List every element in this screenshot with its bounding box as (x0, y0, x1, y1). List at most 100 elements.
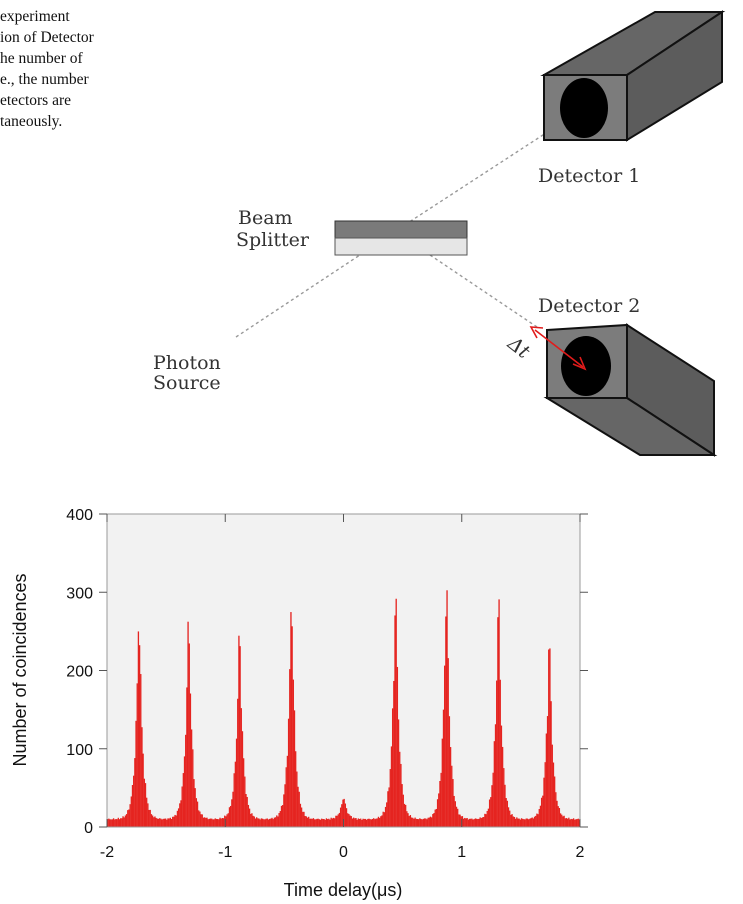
histogram-bar (435, 808, 438, 827)
histogram-bar (358, 818, 361, 827)
histogram-bar (432, 814, 434, 827)
histogram-bar (155, 817, 157, 827)
histogram-bar (277, 816, 279, 827)
histogram-bar (206, 817, 208, 827)
histogram-bar (394, 615, 396, 827)
histogram-bar (383, 812, 386, 827)
histogram-bar (198, 810, 200, 827)
histogram-bar (227, 813, 229, 827)
histogram-bar (335, 815, 337, 827)
detector-1-label: Detector 1 (538, 165, 640, 187)
detector-2-bottom (543, 397, 718, 456)
histogram-bar (550, 701, 552, 827)
caption-line: taneously. (0, 113, 63, 130)
histogram-bar (459, 814, 461, 827)
histogram-bar (110, 819, 112, 827)
histogram-bar (331, 818, 334, 827)
histogram-bar (296, 771, 298, 827)
histogram-bar (552, 762, 555, 827)
histogram-bar (336, 815, 338, 827)
histogram-bar (577, 818, 579, 827)
histogram-bar (390, 746, 393, 827)
histogram-bar (576, 819, 578, 827)
histogram-bar (176, 810, 179, 827)
histogram-bar (393, 680, 395, 827)
histogram-bar (422, 818, 425, 827)
histogram-bar (501, 746, 504, 827)
histogram-bar (568, 817, 570, 827)
histogram-bar (142, 753, 144, 827)
histogram-bar (356, 819, 358, 827)
beam-splitter-bottom (334, 237, 468, 256)
histogram-bar (344, 803, 347, 827)
histogram-bar (245, 793, 247, 827)
histogram-bar (412, 817, 414, 827)
histogram-bar (308, 816, 310, 827)
histogram-bar (415, 818, 417, 827)
histogram-bar (436, 799, 439, 827)
histogram-bar (342, 799, 344, 827)
histogram-bar (234, 761, 237, 827)
histogram-bar (168, 818, 170, 827)
histogram-bar (209, 818, 212, 827)
histogram-bar (274, 817, 277, 827)
histogram-bar (408, 816, 410, 827)
histogram-bar (266, 818, 268, 827)
histogram-bar (299, 803, 302, 827)
histogram-bar (117, 817, 119, 827)
histogram-bar (248, 808, 251, 827)
histogram-bar (478, 818, 480, 827)
histogram-bar (348, 813, 350, 827)
histogram-bar (533, 816, 536, 827)
histogram-bar (480, 818, 483, 827)
beam-splitter-label-line2: Splitter (236, 229, 310, 251)
histogram-bar (425, 818, 427, 827)
histogram-bar (283, 794, 285, 827)
histogram-bar (118, 819, 121, 827)
beam-splitter (334, 220, 468, 256)
histogram-bar (428, 817, 430, 827)
histogram-bar (416, 818, 419, 827)
histogram-bar (291, 626, 293, 827)
histogram-bar (540, 797, 543, 827)
histogram-bar (500, 725, 503, 827)
histogram-bar (352, 817, 355, 827)
histogram-bar (545, 733, 548, 827)
histogram-bar (475, 818, 478, 827)
histogram-bar (423, 818, 426, 827)
histogram-bar (272, 819, 274, 827)
histogram-bar (387, 791, 389, 827)
histogram-bar (492, 772, 494, 827)
histogram-bar (253, 816, 255, 827)
histogram-bar (374, 819, 376, 827)
histogram-bar (143, 778, 145, 827)
histogram-bar (156, 818, 158, 827)
histogram-bar (306, 817, 309, 827)
histogram-bar (326, 819, 329, 827)
caption-line: etectors are (0, 92, 71, 109)
histogram-bar (572, 818, 575, 827)
histogram-bar (182, 773, 185, 827)
histogram-bar (247, 804, 250, 827)
histogram-bar (286, 755, 289, 827)
histogram-bar (481, 817, 484, 827)
histogram-bar (351, 818, 354, 827)
histogram-bar (313, 819, 316, 827)
histogram-bar (324, 819, 326, 827)
histogram-bar (177, 808, 180, 827)
histogram-bar (574, 819, 576, 827)
histogram-bar (399, 751, 401, 827)
delta-t-label: Δt (503, 332, 534, 363)
histogram-bar (121, 818, 123, 827)
histogram-bar (497, 617, 499, 827)
histogram-bar (460, 816, 462, 827)
histogram-bar (406, 811, 408, 827)
histogram-bar (417, 819, 420, 827)
histogram-bar (414, 817, 416, 827)
histogram-bar (569, 819, 571, 827)
histogram-bar (377, 816, 380, 827)
histogram-bar (360, 818, 362, 827)
histogram-bar (259, 819, 261, 827)
x-tick-label: -2 (100, 844, 114, 861)
histogram-bar (350, 816, 352, 827)
